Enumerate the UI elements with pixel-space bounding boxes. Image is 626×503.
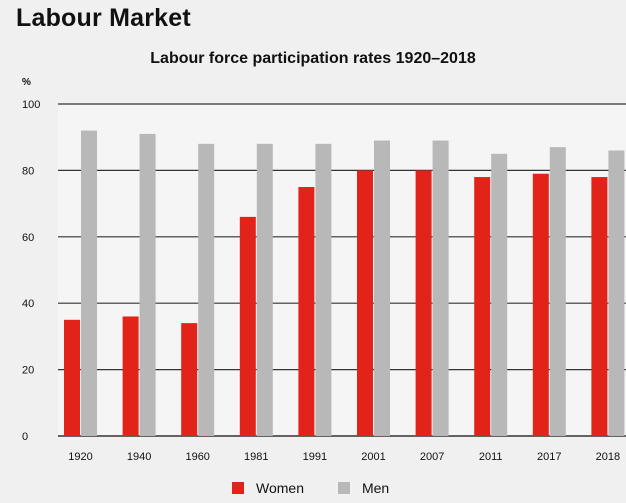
page-heading: Labour Market [16, 4, 191, 32]
bar-women-1960 [181, 323, 198, 436]
bar-women-1991 [298, 187, 315, 436]
x-tick-label: 1920 [68, 451, 92, 463]
bar-men-2001 [374, 140, 390, 436]
bar-women-1920 [64, 319, 80, 436]
y-tick-label: 0 [22, 431, 28, 443]
y-tick-label: 80 [22, 165, 34, 177]
bar-men-2018 [608, 150, 625, 437]
chart-title: Labour force participation rates 1920–20… [150, 50, 476, 67]
bar-men-2011 [491, 153, 508, 437]
legend-swatch [232, 482, 244, 494]
chart-legend: Women Men [232, 480, 423, 496]
legend-label: Women [256, 480, 304, 496]
x-tick-label: 1940 [127, 451, 151, 463]
y-tick-label: 20 [22, 365, 34, 377]
x-tick-label: 2018 [596, 451, 620, 463]
x-tick-label: 2001 [361, 451, 385, 463]
x-tick-label: 1991 [303, 451, 327, 463]
x-tick-label: 2007 [420, 451, 444, 463]
bar-women-2007 [415, 170, 432, 436]
bar-women-1981 [239, 216, 256, 436]
x-tick-label: 1960 [185, 451, 209, 463]
bar-men-1991 [315, 143, 332, 436]
legend-label: Men [361, 480, 390, 496]
bar-men-2017 [549, 147, 566, 436]
legend-item-men: Men [337, 480, 390, 496]
bar-women-1940 [122, 316, 139, 436]
bar-women-2011 [474, 177, 491, 437]
bar-men-1940 [139, 133, 156, 436]
bar-men-1981 [256, 143, 273, 436]
x-tick-label: 2017 [537, 451, 561, 463]
bar-men-1920 [81, 130, 97, 436]
y-tick-label: 100 [22, 99, 40, 111]
x-tick-label: 1981 [244, 451, 268, 463]
legend-swatch [337, 482, 350, 494]
legend-item-women: Women [232, 480, 304, 496]
bar-women-2017 [532, 173, 549, 436]
bar-men-1960 [198, 143, 215, 436]
y-axis-unit-label: % [22, 77, 31, 88]
y-tick-label: 60 [22, 232, 34, 244]
bar-women-2018 [591, 177, 608, 437]
bar-men-2007 [432, 140, 449, 436]
y-tick-label: 40 [22, 298, 34, 310]
bar-women-2001 [357, 170, 373, 436]
x-tick-label: 2011 [479, 451, 503, 463]
